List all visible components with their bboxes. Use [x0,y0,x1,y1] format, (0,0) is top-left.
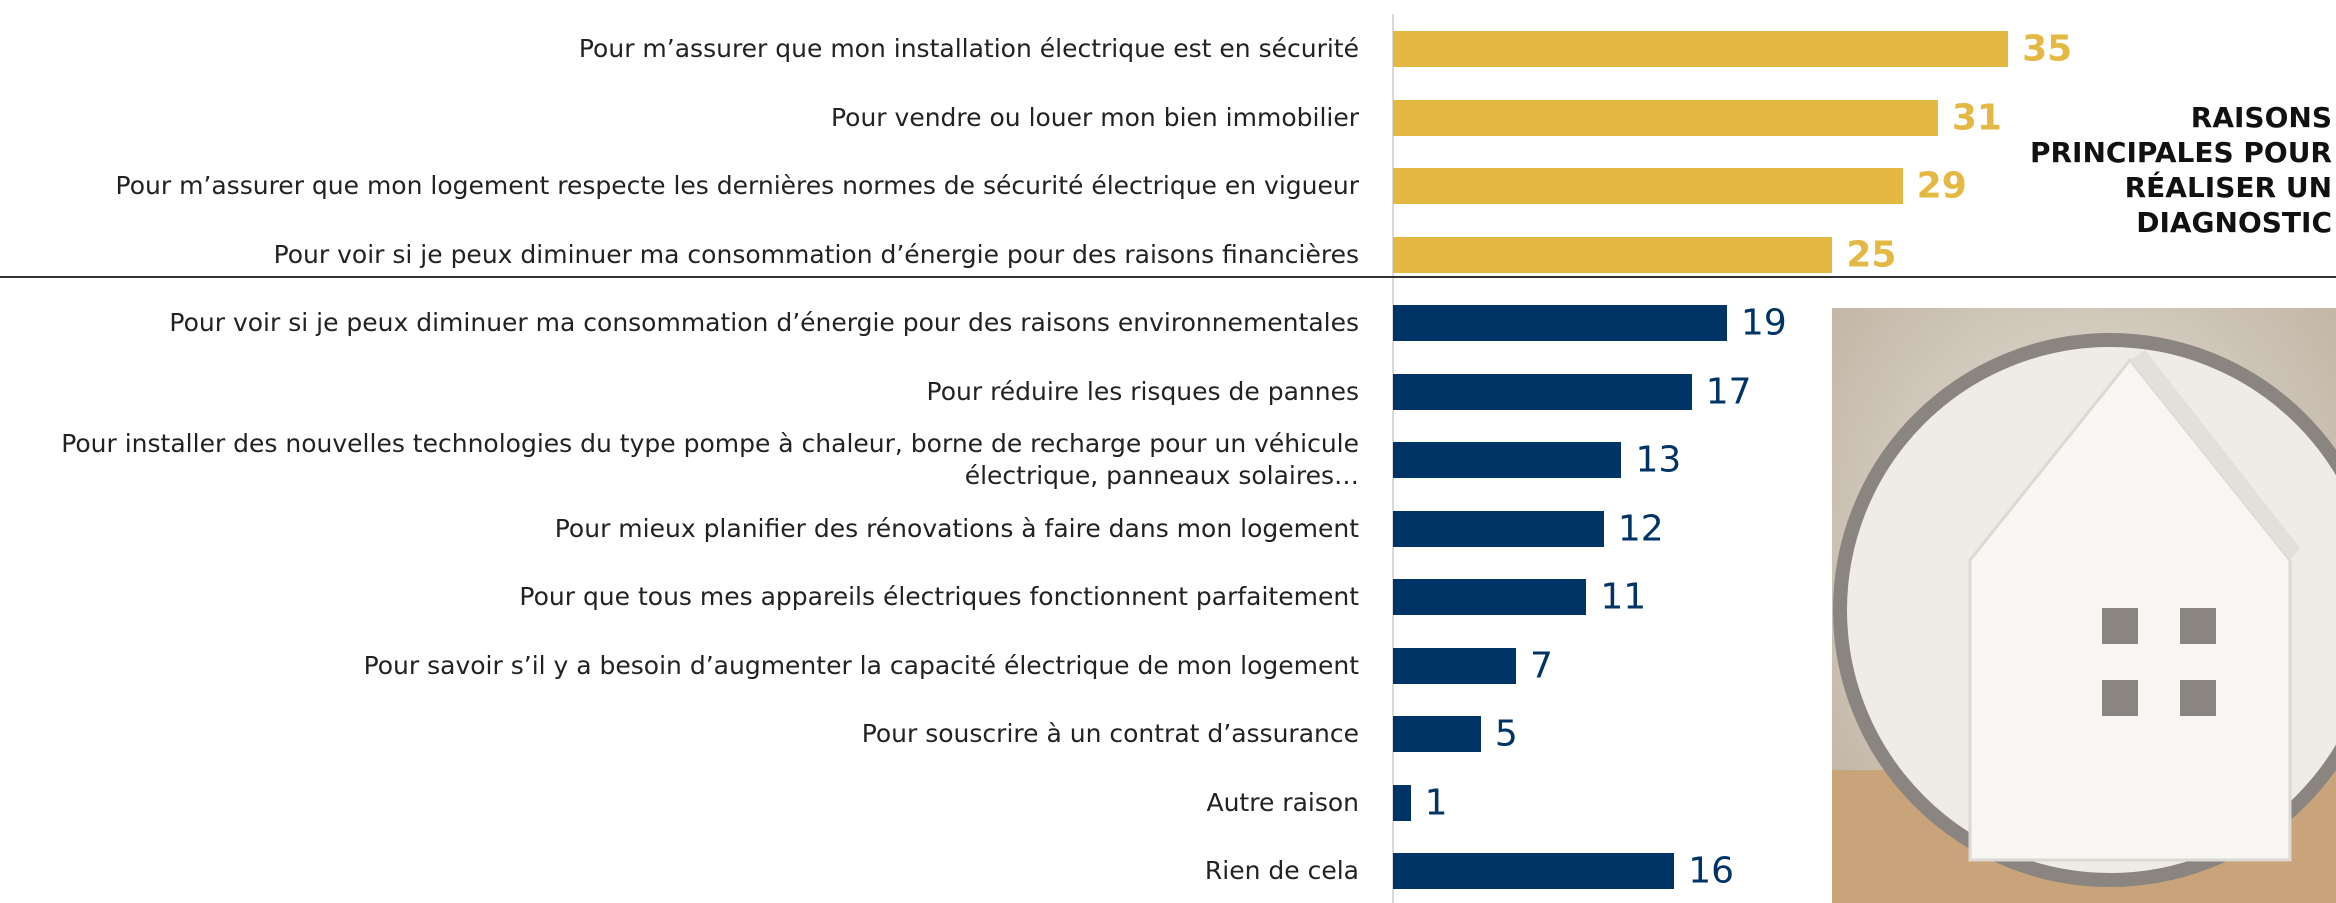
value-label: 5 [1494,713,1518,755]
bar [1393,853,1675,889]
bar [1393,647,1517,684]
bar [1393,510,1604,547]
category-label: Rien de cela [1204,856,1359,885]
bar [1393,168,1903,204]
value-label: 1 [1424,782,1448,823]
value-label: 16 [1688,850,1734,892]
bar [1393,716,1481,752]
category-label: Pour souscrire à un contrat d’assurance [861,719,1359,748]
value-label: 19 [1740,302,1787,344]
bar [1393,31,2009,67]
bar [1393,373,1692,410]
value-label: 11 [1600,576,1647,618]
category-label: Pour voir si je peux diminuer ma consomm… [273,239,1359,269]
value-label: 25 [1846,234,1897,275]
category-label: Autre raison [1206,787,1359,817]
category-label: Pour savoir s’il y a besoin d’augmenter … [363,650,1359,680]
bar [1393,236,1833,273]
value-label: 12 [1617,508,1664,549]
category-label: Pour vendre ou louer mon bien immobilier [830,102,1359,132]
category-label: Pour mieux planifier des rénovations à f… [554,513,1359,543]
value-label: 29 [1916,165,1967,207]
value-label: 7 [1530,645,1553,686]
category-label: Pour m’assurer que mon installation élec… [578,34,1359,63]
bar [1393,99,1938,136]
photo [1832,308,2336,903]
bar [1393,784,1411,821]
category-label: Pour m’assurer que mon logement respecte… [115,171,1359,200]
value-label: 13 [1635,439,1682,481]
bar [1393,579,1587,615]
category-label: Pour que tous mes appareils électriques … [519,582,1359,611]
value-label: 35 [2022,28,2073,70]
value-label: 31 [1951,97,2002,138]
category-label: Pour réduire les risques de pannes [926,376,1359,406]
bar [1393,305,1727,341]
chart-title: RAISONS PRINCIPALES POUR RÉALISER UN DIA… [2029,101,2332,239]
bar [1393,442,1622,478]
category-label: Pour installer des nouvelles technologie… [61,429,1359,490]
category-label: Pour voir si je peux diminuer ma consomm… [169,308,1359,337]
value-label: 17 [1705,371,1752,412]
